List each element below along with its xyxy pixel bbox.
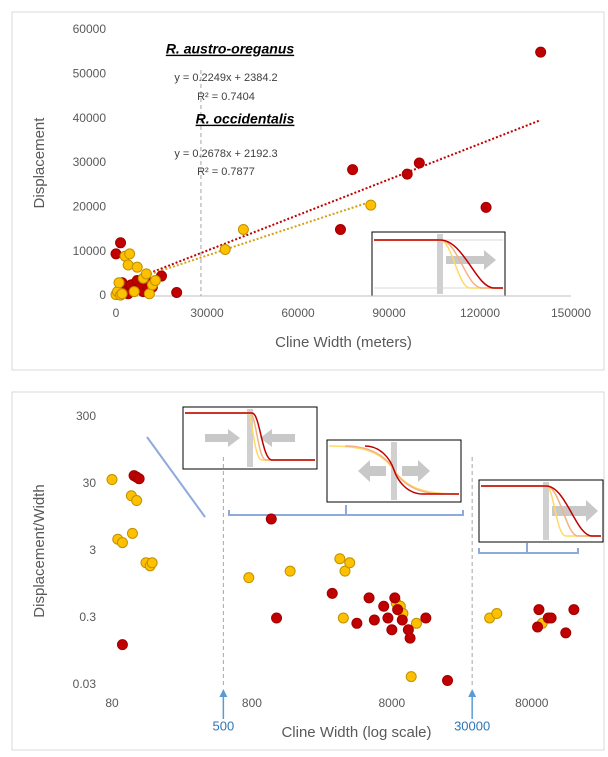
point	[352, 618, 362, 628]
annotation: R. occidentalis	[196, 111, 295, 127]
annotation: R² = 0.7404	[197, 91, 255, 103]
x-tick-label: 120000	[460, 306, 500, 320]
y-tick-label: 0.3	[79, 610, 96, 624]
point	[348, 165, 358, 175]
point	[147, 558, 157, 568]
inset-diagram	[372, 232, 505, 296]
point	[132, 262, 142, 272]
point	[285, 566, 295, 576]
point	[335, 225, 345, 235]
point	[125, 249, 135, 259]
y-tick-label: 3	[89, 543, 96, 557]
x-tick-label: 150000	[551, 306, 591, 320]
point	[117, 538, 127, 548]
x-tick-label: 80	[105, 696, 119, 710]
y-tick-label: 50000	[73, 67, 107, 81]
point	[272, 613, 282, 623]
point	[127, 528, 137, 538]
x-tick-label: 8000	[378, 696, 405, 710]
point	[402, 169, 412, 179]
point	[238, 225, 248, 235]
figure: 0 10000 20000 30000 40000 50000 60000 0 30000 600…	[0, 0, 608, 757]
point	[327, 588, 337, 598]
x-tick-label: 30000	[190, 306, 224, 320]
point	[536, 47, 546, 57]
y-tick-label: 40000	[73, 111, 107, 125]
y-tick-label: 30	[83, 476, 97, 490]
point	[387, 625, 397, 635]
annotation: y = 0.2678x + 2192.3	[174, 148, 277, 160]
y-axis-title: Displacement	[31, 117, 48, 209]
point	[443, 676, 453, 686]
point	[366, 200, 376, 210]
point	[266, 514, 276, 524]
point	[369, 615, 379, 625]
point	[335, 554, 345, 564]
y-tick-label: 0.03	[73, 677, 97, 691]
annotation: y = 0.2249x + 2384.2	[174, 72, 277, 84]
point	[390, 593, 400, 603]
point	[116, 238, 126, 248]
point	[172, 287, 182, 297]
x-tick-label: 90000	[372, 306, 406, 320]
inset-diagram	[479, 480, 603, 542]
inset-diagram	[183, 407, 317, 469]
point	[569, 605, 579, 615]
x-tick-label: 800	[242, 696, 262, 710]
x-axis-title: Cline Width (log scale)	[281, 724, 431, 741]
annotation: R² = 0.7877	[197, 166, 255, 178]
point	[534, 605, 544, 615]
page: {"chart_data": [ {"type": "scatter", "x_…	[0, 0, 608, 757]
point	[134, 474, 144, 484]
y-tick-label: 30000	[73, 155, 107, 169]
y-tick-label: 20000	[73, 200, 107, 214]
point	[397, 615, 407, 625]
y-axis-title: Displacement/Width	[31, 484, 48, 617]
y-tick-label: 300	[76, 409, 96, 423]
threshold-label: 500	[213, 718, 235, 733]
x-axis-title: Cline Width (meters)	[275, 334, 412, 351]
point	[123, 260, 133, 270]
point	[379, 601, 389, 611]
y-tick-label: 10000	[73, 244, 107, 258]
point	[141, 269, 151, 279]
point	[533, 622, 543, 632]
point	[111, 249, 121, 259]
point	[481, 202, 491, 212]
point	[129, 287, 139, 297]
point	[406, 672, 416, 682]
point	[150, 275, 160, 285]
point	[132, 496, 142, 506]
point	[117, 289, 127, 299]
point	[393, 605, 403, 615]
point	[546, 613, 556, 623]
y-tick-label: 0	[99, 288, 106, 302]
point	[405, 633, 415, 643]
threshold-label: 30000	[454, 718, 490, 733]
point	[364, 593, 374, 603]
point	[492, 609, 502, 619]
x-tick-label: 0	[113, 306, 120, 320]
point	[220, 244, 230, 254]
x-tick-label: 60000	[281, 306, 315, 320]
y-tick-label: 60000	[73, 22, 107, 36]
point	[107, 475, 117, 485]
inset-diagram	[327, 440, 461, 502]
point	[414, 158, 424, 168]
point	[383, 613, 393, 623]
point	[338, 613, 348, 623]
point	[421, 613, 431, 623]
point	[117, 640, 127, 650]
point	[114, 278, 124, 288]
point	[244, 573, 254, 583]
point	[561, 628, 571, 638]
point	[345, 558, 355, 568]
x-tick-label: 80000	[515, 696, 549, 710]
annotation: R. austro-oreganus	[166, 41, 295, 57]
